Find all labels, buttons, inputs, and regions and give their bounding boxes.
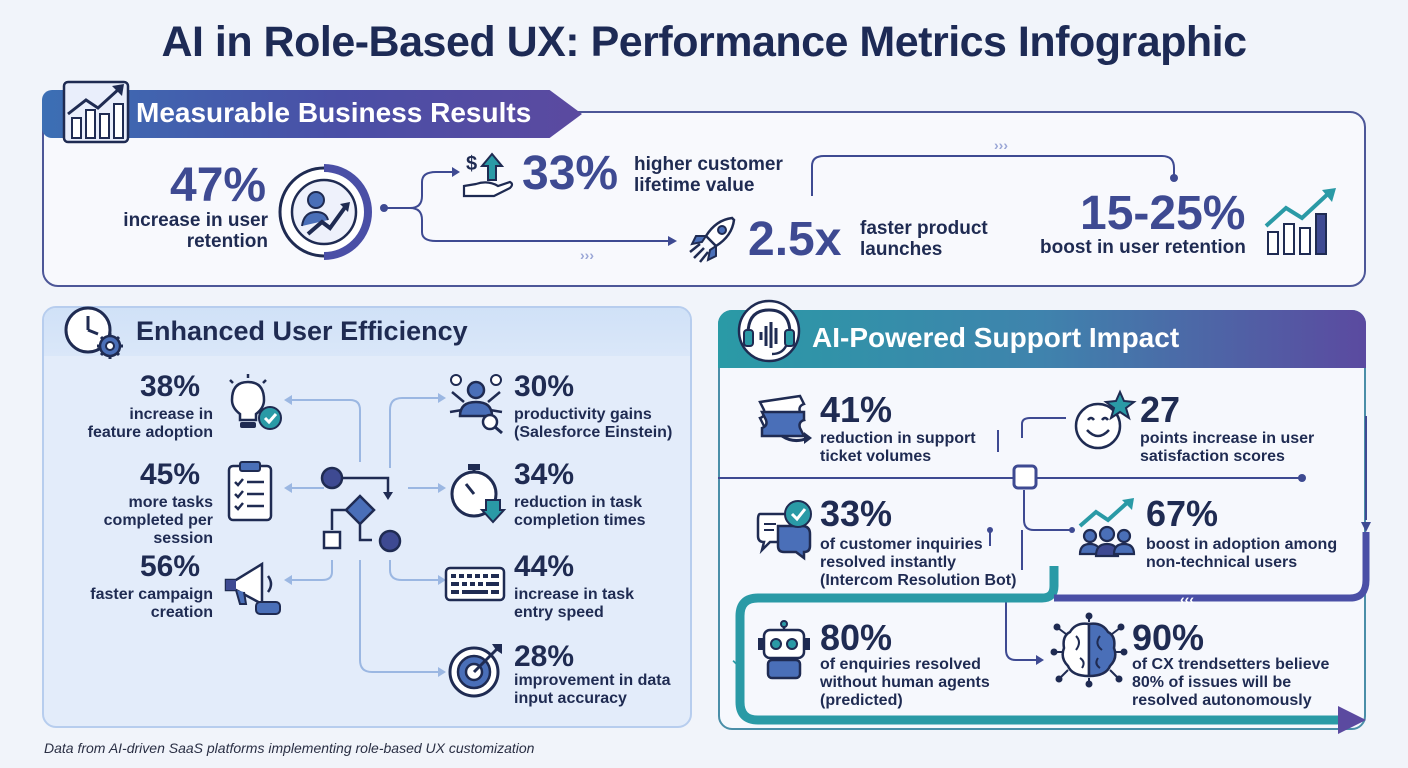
- metric-value-tasks-completed: 45%: [140, 458, 201, 491]
- keyboard-icon: [444, 566, 506, 602]
- svg-text:›››: ›››: [994, 137, 1008, 153]
- svg-text:‹‹‹: ‹‹‹: [1180, 591, 1194, 607]
- headset-icon: [737, 299, 801, 363]
- clock-gear-icon: [64, 306, 123, 359]
- metric-value-lifetime-value: 33%: [522, 147, 619, 200]
- metric-value-feature-adoption: 38%: [140, 370, 201, 403]
- svg-text:›››: ›››: [580, 247, 594, 263]
- lightbulb-check-icon: [229, 374, 282, 430]
- metric-label-feature-adoption: increase in feature adoption: [87, 406, 213, 441]
- support-impact-header: [718, 310, 1366, 368]
- metric-label-tasks-completed: more tasks completed per session: [103, 494, 213, 547]
- metric-label-user-retention: increase in user retention: [123, 210, 268, 253]
- user-efficiency-heading: Enhanced User Efficiency: [136, 316, 468, 346]
- metric-value-satisfaction: 27: [1140, 389, 1181, 430]
- metric-label-without-agents: of enquiries resolved without human agen…: [820, 656, 990, 709]
- metric-label-lifetime-value: higher customer lifetime value: [634, 154, 783, 197]
- metric-label-adoption-non-technical: boost in adoption among non-technical us…: [1146, 536, 1338, 571]
- metric-label-ticket-volumes: reduction in support ticket volumes: [820, 430, 976, 465]
- stopwatch-icon: [450, 464, 507, 524]
- metric-value-boost-retention: 15-25%: [1080, 187, 1246, 240]
- metric-value-campaign-creation: 56%: [140, 550, 201, 583]
- metric-value-cx-trendsetters: 90%: [1132, 617, 1205, 658]
- business-results-heading: Measurable Business Results: [136, 97, 532, 128]
- bar-growth-icon: [1264, 188, 1336, 255]
- footnote: Data from AI-driven SaaS platforms imple…: [44, 740, 535, 756]
- rocket-icon: [689, 216, 736, 263]
- metric-label-data-accuracy: improvement in data input accuracy: [514, 672, 671, 707]
- robot-icon: [758, 620, 810, 680]
- metric-label-task-completion: reduction in task completion times: [514, 494, 646, 529]
- business-results-banner: [42, 90, 582, 138]
- team-growth-icon: [1078, 498, 1136, 558]
- money-hand-icon: $: [462, 152, 514, 198]
- svg-text:⌄: ⌄: [730, 651, 742, 667]
- metric-label-cx-trendsetters: of CX trendsetters believe 80% of issues…: [1132, 656, 1330, 709]
- metric-value-data-accuracy: 28%: [514, 640, 575, 673]
- metric-value-adoption-non-technical: 67%: [1146, 493, 1219, 534]
- metric-value-product-launches: 2.5x: [748, 213, 842, 266]
- metric-label-entry-speed: increase in task entry speed: [514, 586, 635, 621]
- chat-check-icon: [756, 500, 812, 561]
- multitask-person-icon: [449, 374, 503, 435]
- user-growth-icon: [278, 164, 373, 260]
- support-impact-heading: AI-Powered Support Impact: [812, 322, 1180, 353]
- target-icon: [448, 644, 502, 698]
- svg-text:$: $: [466, 153, 477, 175]
- metric-value-inquiries-resolved: 33%: [820, 493, 893, 534]
- page-title: AI in Role-Based UX: Performance Metrics…: [161, 18, 1247, 66]
- ai-brain-icon: [1050, 612, 1128, 688]
- metric-label-campaign-creation: faster campaign creation: [90, 586, 213, 621]
- metric-value-ticket-volumes: 41%: [820, 389, 893, 430]
- metric-value-productivity: 30%: [514, 370, 575, 403]
- smiley-star-icon: [1074, 389, 1137, 450]
- metric-label-product-launches: faster product launches: [860, 218, 988, 261]
- metric-value-without-agents: 80%: [820, 617, 893, 658]
- metric-value-user-retention: 47%: [170, 159, 267, 212]
- ticket-icon: [758, 394, 812, 444]
- metric-label-inquiries-resolved: of customer inquiries resolved instantly…: [820, 536, 1017, 589]
- megaphone-icon: [224, 561, 281, 615]
- metric-label-productivity: productivity gains (Salesforce Einstein): [514, 406, 673, 441]
- metric-label-boost-retention: boost in user retention: [1040, 237, 1246, 258]
- clipboard-checklist-icon: [227, 461, 273, 522]
- metric-value-task-completion: 34%: [514, 458, 575, 491]
- efficiency-flow-connectors: [284, 393, 446, 677]
- metric-value-entry-speed: 44%: [514, 550, 575, 583]
- business-connectors: ››› ›››: [380, 137, 1178, 263]
- growth-chart-icon: [62, 80, 130, 144]
- metric-label-satisfaction: points increase in user satisfaction sco…: [1140, 430, 1315, 465]
- user-efficiency-header: [44, 308, 690, 356]
